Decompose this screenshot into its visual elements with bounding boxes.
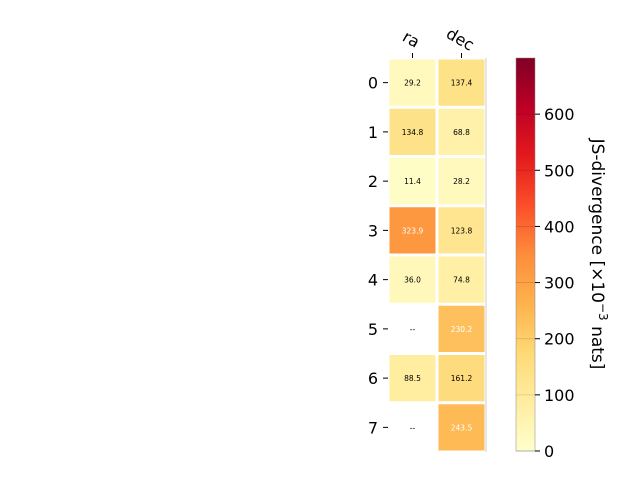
x-tick-label: dec (443, 24, 477, 55)
heatmap-cell (389, 207, 436, 254)
colorbar-tick-label: 100 (544, 386, 575, 405)
y-tick-label: 2 (368, 172, 378, 191)
cell-label: 11.4 (404, 177, 421, 186)
cell-label: 230.2 (451, 325, 473, 334)
y-tick-label: 1 (368, 123, 378, 142)
cell-label: 323.9 (402, 226, 424, 235)
y-tick-label: 7 (368, 418, 378, 437)
cell-label: 68.8 (453, 128, 470, 137)
heatmap-cell (389, 404, 436, 451)
y-tick-label: 0 (368, 74, 378, 93)
heatmap-cell (438, 59, 485, 106)
colorbar-tick-label: 500 (544, 161, 575, 180)
colorbar-tick-label: 200 (544, 330, 575, 349)
cell-label: 74.8 (453, 276, 470, 285)
heatmap-cell (389, 256, 436, 303)
cell-label: -- (410, 423, 416, 432)
heatmap-cell (389, 158, 436, 205)
cell-label: 134.8 (402, 128, 424, 137)
cell-label: 123.8 (451, 226, 473, 235)
cell-label: 137.4 (451, 79, 473, 88)
colorbar-gradient (515, 57, 536, 452)
heatmap-cells: 29.2 137.4 134.8 68.8 11.4 28.2 323.9 123.8 36.0… (389, 58, 487, 452)
colorbar-ticks: 0 100 200 300 400 500 600 (516, 105, 575, 461)
colorbar: 0 100 200 300 400 500 600 JS-divergence [×10−3… (515, 57, 610, 461)
x-axis-ticks: ra dec (399, 24, 477, 58)
y-tick-label: 3 (368, 221, 378, 240)
cell-label: 161.2 (451, 374, 473, 383)
cell-label: -- (410, 325, 416, 334)
heatmap-cell (438, 108, 485, 155)
heatmap-cell (438, 207, 485, 254)
y-tick-label: 4 (368, 271, 378, 290)
heatmap-cell (438, 355, 485, 402)
y-tick-label: 6 (368, 369, 378, 388)
colorbar-tick-label: 400 (544, 217, 575, 236)
cell-label: 29.2 (404, 79, 421, 88)
heatmap-cell (389, 305, 436, 352)
cell-label: 36.0 (404, 276, 421, 285)
cell-label: 88.5 (404, 374, 421, 383)
heatmap-cell (389, 108, 436, 155)
cell-label: 28.2 (453, 177, 470, 186)
heatmap-cell (389, 59, 436, 106)
x-tick-label: ra (399, 27, 423, 52)
y-axis-ticks: 0 1 2 3 4 5 6 7 (368, 74, 388, 437)
colorbar-tick-label: 0 (544, 442, 554, 461)
heatmap-cell (438, 256, 485, 303)
heatmap-cell (438, 404, 485, 451)
colorbar-tick-label: 300 (544, 274, 575, 293)
colorbar-tick-label: 600 (544, 105, 575, 124)
heatmap-cell (438, 305, 485, 352)
heatmap-cell (389, 355, 436, 402)
heatmap-cell (438, 158, 485, 205)
y-tick-label: 5 (368, 320, 378, 339)
colorbar-label: JS-divergence [×10−3 nats] (587, 138, 610, 370)
cell-label: 243.5 (451, 423, 473, 432)
